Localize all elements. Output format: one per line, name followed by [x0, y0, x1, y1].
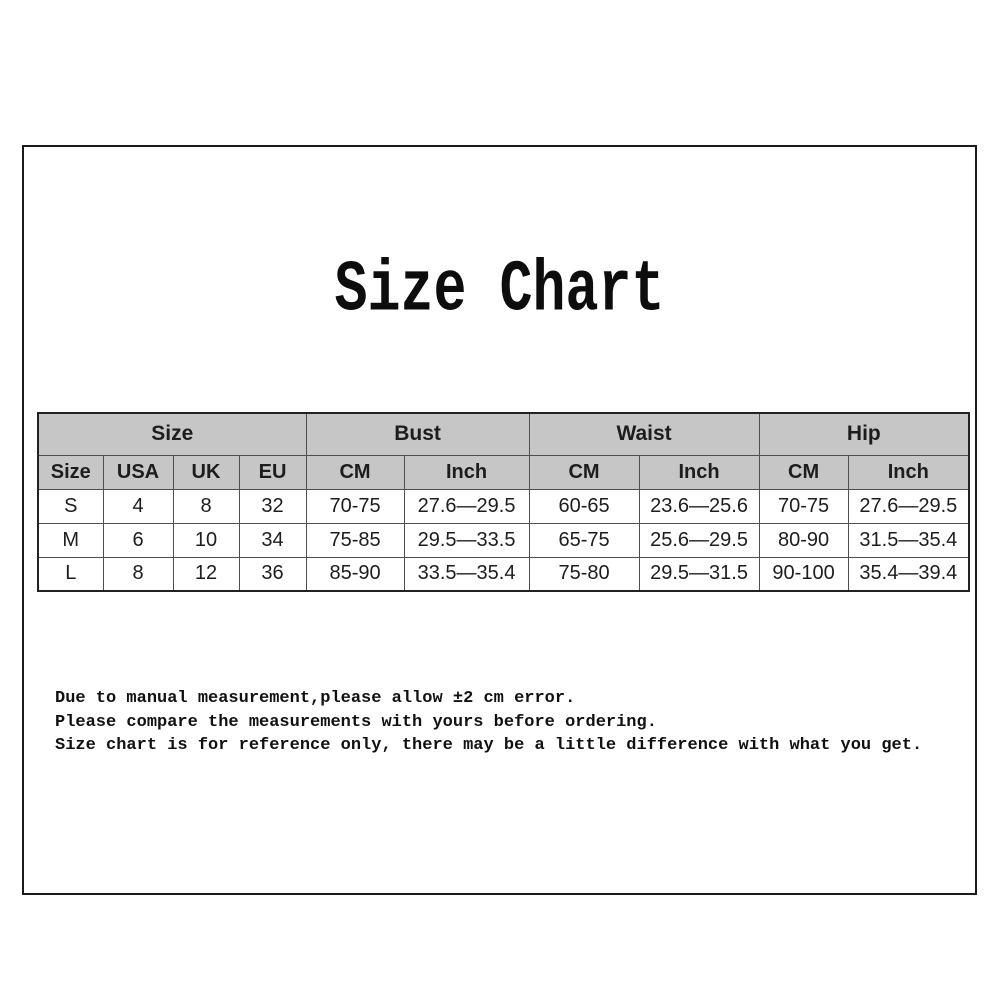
data-cell: 80-90 [758, 522, 849, 558]
column-header-6-cm: CM [528, 454, 640, 490]
data-cell: 10 [172, 522, 240, 558]
data-cell: 70-75 [305, 488, 405, 524]
measurement-notes: Due to manual measurement,please allow ±… [55, 687, 922, 758]
group-header-size: Size [37, 412, 307, 456]
note-line-2: Please compare the measurements with you… [55, 712, 657, 732]
column-header-9-inch: Inch [847, 454, 970, 490]
note-line-1: Due to manual measurement,please allow ±… [55, 689, 576, 708]
data-cell: 29.5—33.5 [403, 522, 530, 558]
column-header-3-eu: EU [238, 454, 307, 490]
data-cell: 31.5—35.4 [847, 522, 970, 558]
data-cell: 23.6—25.6 [638, 488, 760, 524]
data-cell: 8 [102, 556, 174, 592]
size-row-m: M 6 10 34 75-85 29.5—33.5 65-75 25.6—29.5 80-90 3… [37, 522, 970, 558]
column-header-8-cm: CM [758, 454, 849, 490]
data-cell: 85-90 [305, 556, 405, 592]
group-header-hip: Hip [758, 412, 970, 456]
data-cell: M [37, 522, 104, 558]
data-cell: 8 [172, 488, 240, 524]
column-header-0-size: Size [37, 454, 104, 490]
group-header-row: Size Bust Waist Hip [37, 412, 970, 456]
data-cell: 6 [102, 522, 174, 558]
data-cell: 12 [172, 556, 240, 592]
data-cell: S [37, 488, 104, 524]
column-header-7-inch: Inch [638, 454, 760, 490]
column-header-1-usa: USA [102, 454, 174, 490]
data-cell: 65-75 [528, 522, 640, 558]
data-cell: L [37, 556, 104, 592]
data-cell: 25.6—29.5 [638, 522, 760, 558]
data-cell: 75-85 [305, 522, 405, 558]
group-header-waist: Waist [528, 412, 760, 456]
column-header-4-cm: CM [305, 454, 405, 490]
note-line-3: Size chart is for reference only, there … [55, 736, 923, 755]
size-row-s: S 4 8 32 70-75 27.6—29.5 60-65 23.6—25.6 70-75 27… [37, 488, 970, 524]
data-cell: 60-65 [528, 488, 640, 524]
data-cell: 4 [102, 488, 174, 524]
data-cell: 34 [238, 522, 307, 558]
data-cell: 29.5—31.5 [638, 556, 760, 592]
group-header-bust: Bust [305, 412, 530, 456]
data-cell: 27.6—29.5 [403, 488, 530, 524]
size-table: Size Bust Waist Hip Size USA UK EU CM Inch CM Inch… [37, 412, 971, 592]
data-cell: 33.5—35.4 [403, 556, 530, 592]
size-table-body: S 4 8 32 70-75 27.6—29.5 60-65 23.6—25.6 70-75 27… [37, 488, 970, 592]
data-cell: 75-80 [528, 556, 640, 592]
data-cell: 36 [238, 556, 307, 592]
column-header-5-inch: Inch [403, 454, 530, 490]
data-cell: 90-100 [758, 556, 849, 592]
content-frame: Size Chart Size Bust Waist Hip Size USA UK EU C… [22, 145, 977, 895]
size-row-l: L 8 12 36 85-90 33.5—35.4 75-80 29.5—31.5 90-100… [37, 556, 970, 592]
column-header-row: Size USA UK EU CM Inch CM Inch CM Inch [37, 454, 970, 490]
data-cell: 32 [238, 488, 307, 524]
data-cell: 70-75 [758, 488, 849, 524]
data-cell: 27.6—29.5 [847, 488, 970, 524]
data-cell: 35.4—39.4 [847, 556, 970, 592]
page-title: Size Chart [334, 248, 665, 332]
column-header-2-uk: UK [172, 454, 240, 490]
